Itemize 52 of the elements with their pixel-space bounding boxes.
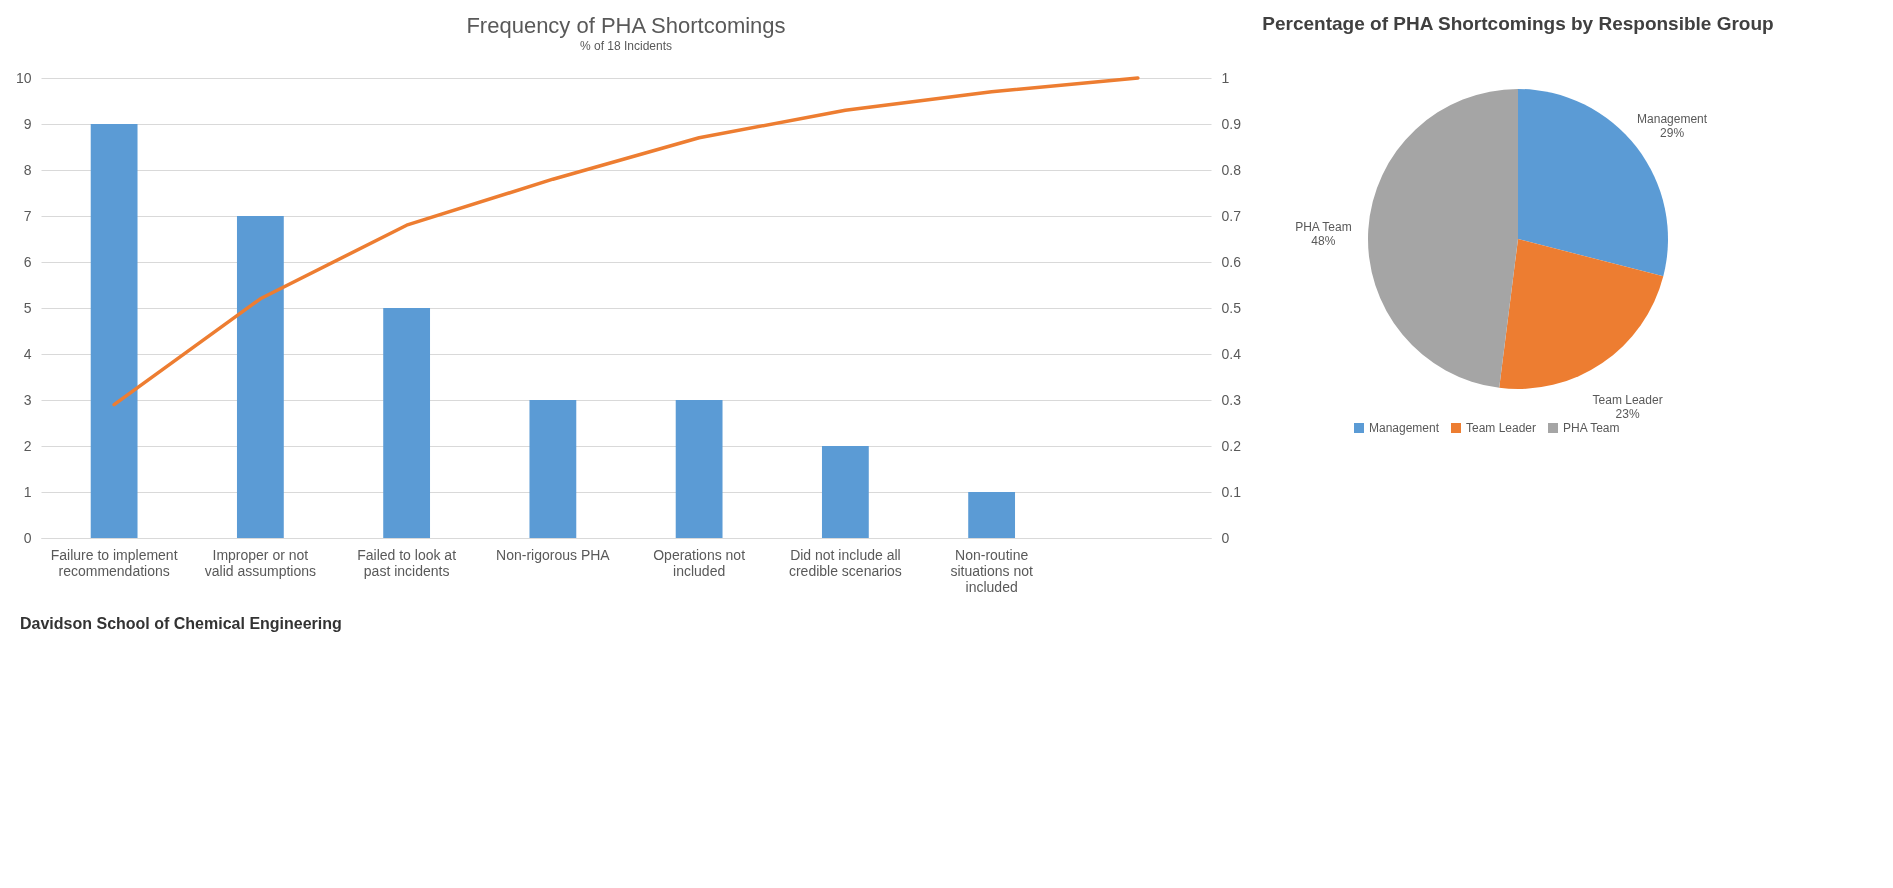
bar xyxy=(675,400,723,538)
y2-tick-label: 0.9 xyxy=(1221,115,1242,132)
chart-title: Percentage of PHA Shortcomings by Responsible Group xyxy=(1262,13,1774,34)
y-tick-label: 0 xyxy=(23,529,32,546)
pie-slice xyxy=(1499,239,1664,389)
data-label: 29% xyxy=(1660,126,1685,141)
y-tick-label: 9 xyxy=(23,115,32,132)
slice-label: Team Leader xyxy=(1592,393,1663,408)
x-tick-label: Failed to look at past incidents xyxy=(357,546,457,579)
x-tick-label: Non-routine situations not included xyxy=(950,546,1033,595)
bar xyxy=(968,492,1016,538)
y2-tick-label: 1 xyxy=(1221,69,1230,86)
y-tick-label: 3 xyxy=(23,391,32,408)
legend-label: Management xyxy=(1369,421,1440,435)
x-tick-label: Non-rigorous PHA xyxy=(496,546,611,563)
y-tick-label: 6 xyxy=(23,253,32,270)
text: Davidson School of Chemical Engineering xyxy=(19,614,343,634)
line-series xyxy=(112,76,1140,407)
y2-tick-label: 0.3 xyxy=(1221,391,1242,408)
chart-title: Frequency of PHA Shortcomings xyxy=(466,13,786,38)
y-tick-label: 1 xyxy=(23,483,32,500)
y-tick-label: 10 xyxy=(15,69,32,86)
data-label: 48% xyxy=(1311,233,1336,248)
bar xyxy=(383,308,431,538)
x-tick-label: Failure to implement recommendations xyxy=(50,546,178,579)
y2-tick-label: 0.4 xyxy=(1221,345,1242,362)
y2-tick-label: 0.6 xyxy=(1221,253,1242,270)
y2-tick-label: 0.1 xyxy=(1221,483,1242,500)
y-tick-label: 7 xyxy=(23,207,32,224)
legend-label: Team Leader xyxy=(1466,421,1537,435)
data-label: 23% xyxy=(1615,407,1640,422)
x-tick-label: Did not include all credible scenarios xyxy=(788,546,902,579)
slice-label: Management xyxy=(1637,112,1708,127)
y-tick-label: 4 xyxy=(23,345,32,362)
chart-subtitle: % of 18 Incidents xyxy=(579,39,673,53)
y2-tick-label: 0.7 xyxy=(1221,207,1242,224)
bar xyxy=(236,216,284,538)
y2-tick-label: 0.5 xyxy=(1221,299,1242,316)
y2-tick-label: 0.2 xyxy=(1221,437,1242,454)
bar xyxy=(90,124,138,538)
legend-label: PHA Team xyxy=(1563,421,1620,435)
bar xyxy=(821,446,869,538)
bar xyxy=(529,400,577,538)
y-tick-label: 2 xyxy=(23,437,32,454)
pie-slice xyxy=(1368,89,1518,388)
y-tick-label: 8 xyxy=(23,161,32,178)
y-tick-label: 5 xyxy=(23,299,32,316)
slice-label: PHA Team xyxy=(1295,219,1352,234)
x-tick-label: Improper or not valid assumptions xyxy=(204,546,317,579)
y2-tick-label: 0.8 xyxy=(1221,161,1242,178)
y2-tick-label: 0 xyxy=(1221,529,1230,546)
x-tick-label: Operations not included xyxy=(653,546,746,579)
